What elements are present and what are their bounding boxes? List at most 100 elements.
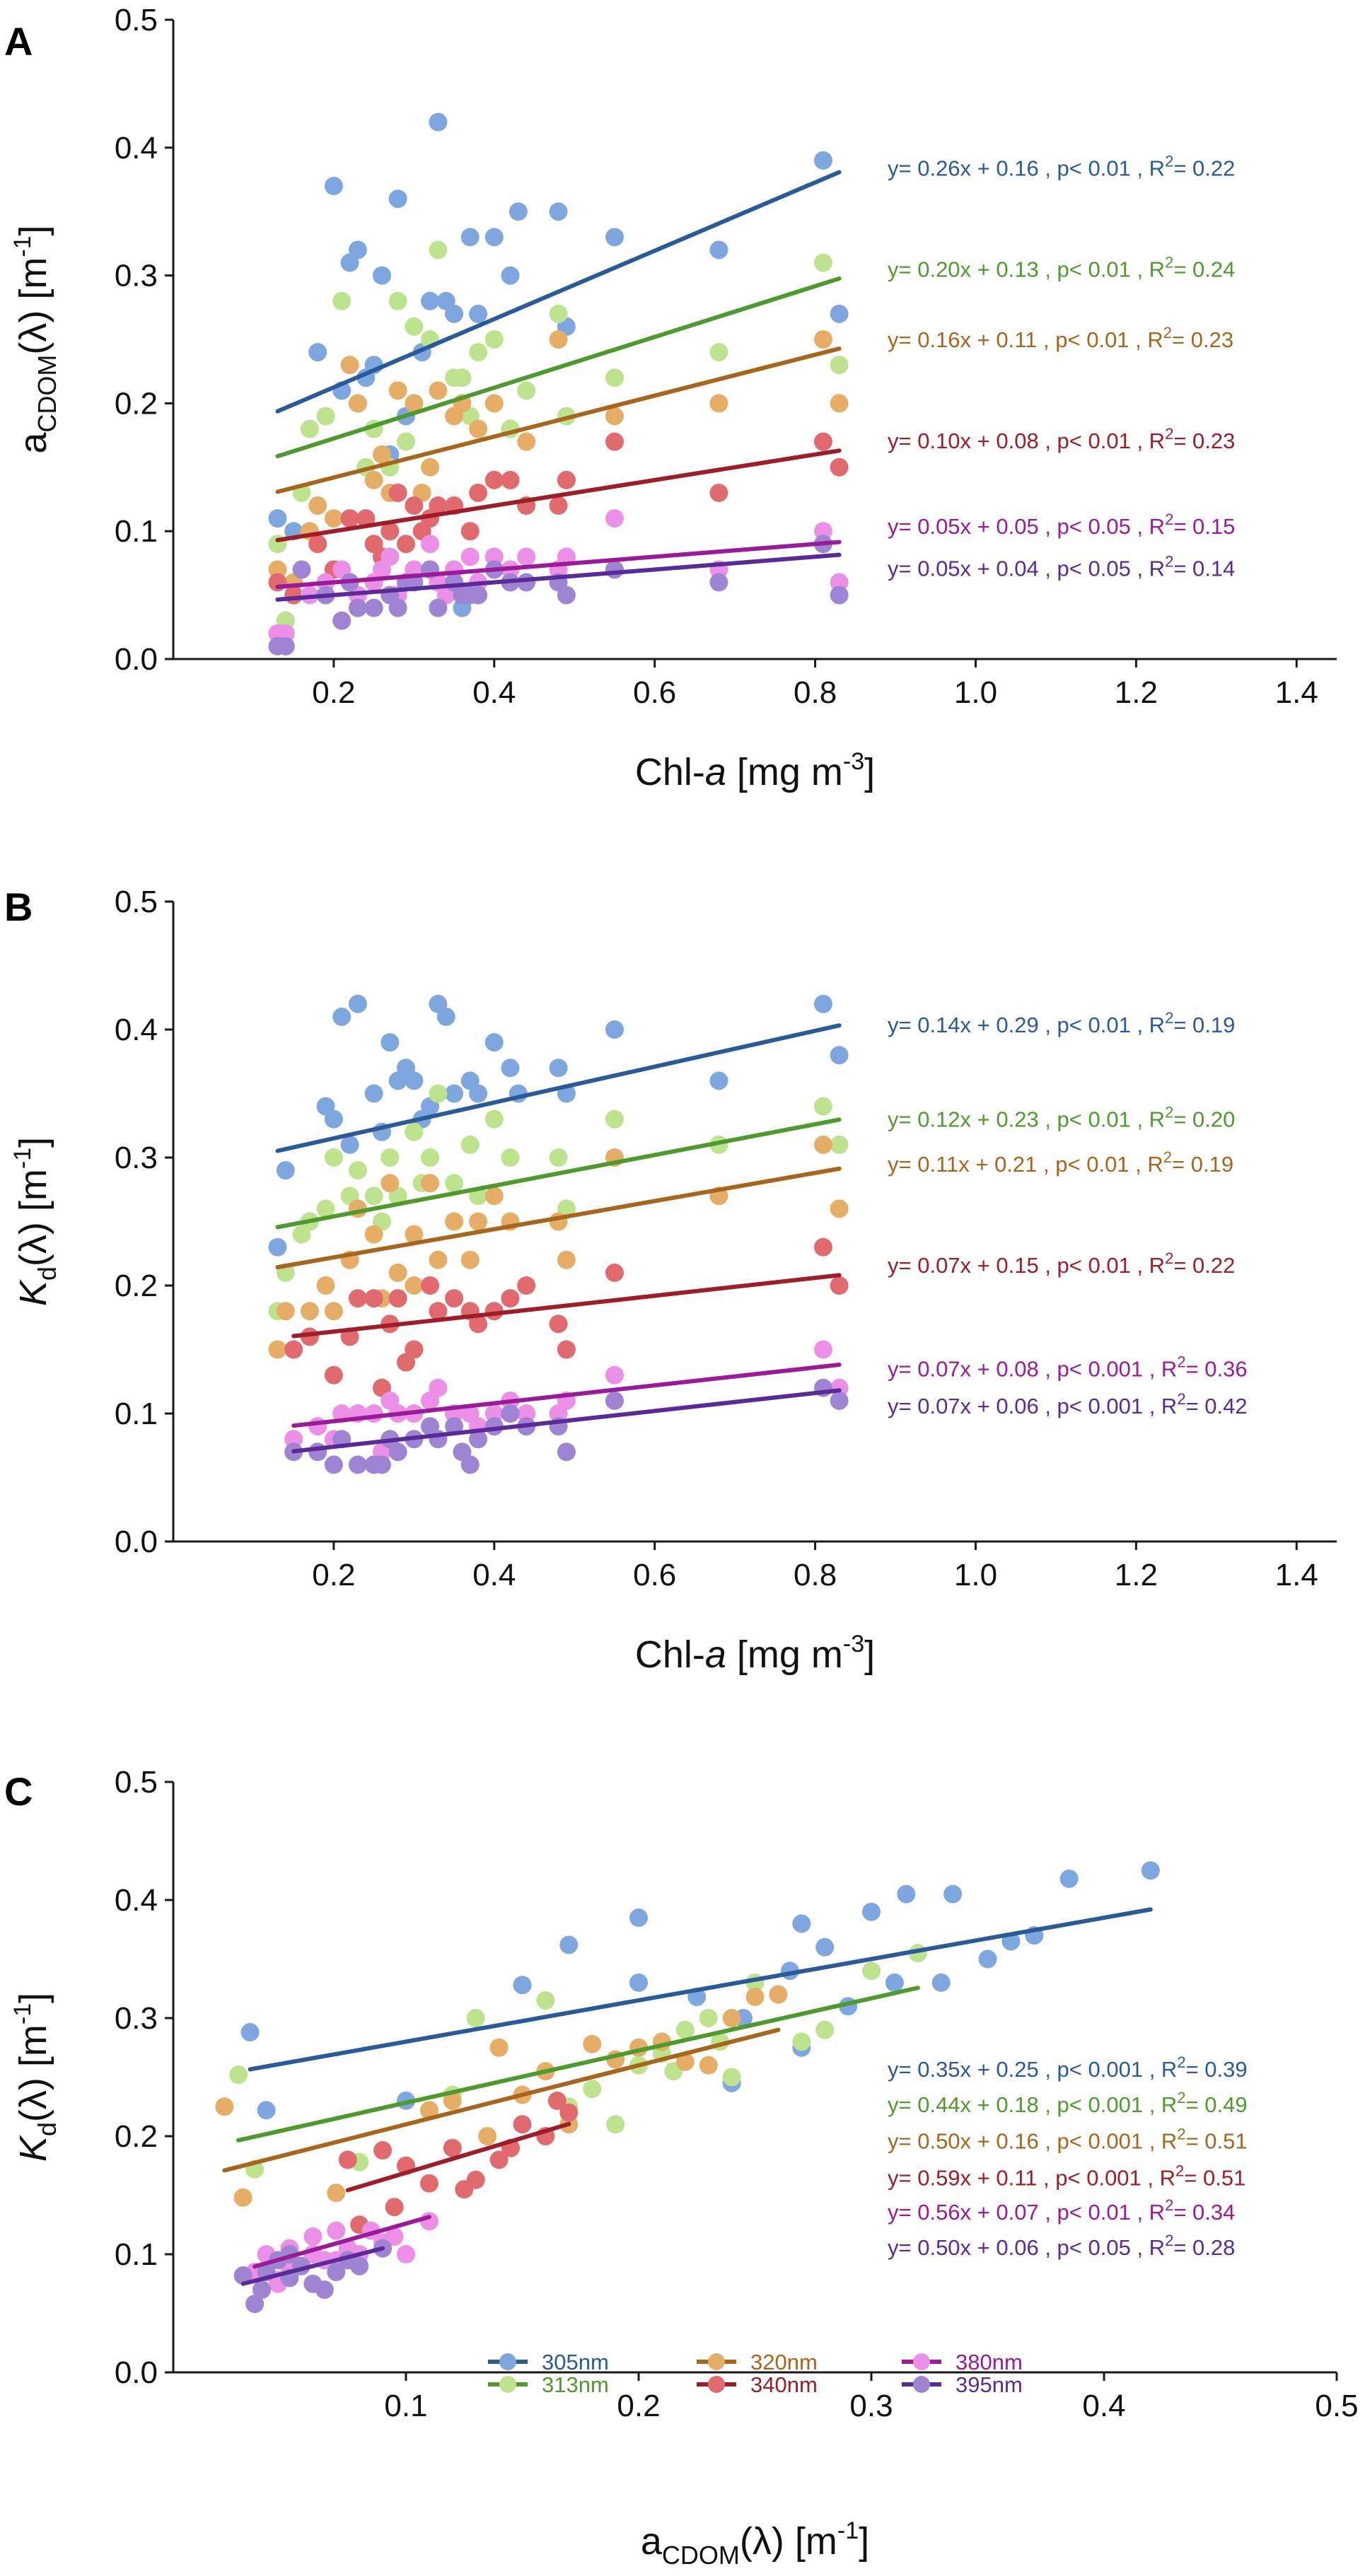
point-305nm xyxy=(421,291,440,310)
point-305nm xyxy=(629,1973,648,1992)
point-395nm xyxy=(350,2256,369,2275)
point-313nm xyxy=(583,2080,602,2099)
point-305nm xyxy=(268,509,287,528)
point-340nm xyxy=(385,2198,404,2217)
fit-line-395nm xyxy=(291,1388,842,1454)
point-395nm xyxy=(469,585,488,605)
point-313nm xyxy=(324,1148,343,1167)
point-395nm xyxy=(557,1443,576,1462)
point-340nm xyxy=(547,2091,567,2110)
point-313nm xyxy=(300,419,319,438)
point-313nm xyxy=(792,2032,811,2051)
point-313nm xyxy=(813,1097,832,1116)
point-320nm xyxy=(460,1250,480,1269)
x-tick-label: 0.2 xyxy=(617,2389,660,2423)
point-305nm xyxy=(460,228,480,247)
point-340nm xyxy=(421,1276,440,1295)
x-tick-label: 1.0 xyxy=(954,675,997,710)
y-tick-label: 0.4 xyxy=(115,1883,158,1918)
y-tick-label: 0.5 xyxy=(115,1765,158,1800)
point-340nm xyxy=(501,470,520,489)
panel-letter: A xyxy=(4,19,33,64)
point-313nm xyxy=(292,1225,311,1244)
point-340nm xyxy=(324,1365,343,1385)
point-305nm xyxy=(276,1161,295,1180)
point-340nm xyxy=(557,1340,576,1359)
point-313nm xyxy=(699,2009,718,2027)
point-395nm xyxy=(388,598,407,617)
point-313nm xyxy=(397,432,415,451)
point-320nm xyxy=(445,1212,464,1231)
regression-equation-380nm: y= 0.07x + 0.08 , p< 0.001 , R2= 0.36 xyxy=(888,1353,1248,1382)
point-380nm xyxy=(517,547,536,566)
fit-line-320nm xyxy=(222,2027,781,2173)
point-395nm xyxy=(453,1443,472,1462)
point-395nm xyxy=(429,598,448,617)
fit-line-320nm xyxy=(275,1166,842,1270)
point-320nm xyxy=(324,509,343,528)
point-320nm xyxy=(419,2101,438,2120)
point-313nm xyxy=(484,330,504,349)
fit-line-340nm xyxy=(275,448,842,542)
point-320nm xyxy=(381,1174,400,1193)
point-305nm xyxy=(388,190,407,209)
point-395nm xyxy=(830,1391,849,1410)
point-340nm xyxy=(445,1289,464,1308)
point-340nm xyxy=(356,509,376,528)
point-340nm xyxy=(381,522,400,541)
point-305nm xyxy=(792,1914,811,1933)
regression-equation-340nm: y= 0.07x + 0.15 , p< 0.01 , R2= 0.22 xyxy=(888,1249,1235,1278)
point-380nm xyxy=(327,2221,346,2240)
panel-letter: B xyxy=(4,885,33,929)
point-395nm xyxy=(388,1443,407,1462)
x-tick-label: 0.6 xyxy=(633,1558,676,1592)
y-tick-label: 0.4 xyxy=(115,131,158,165)
point-340nm xyxy=(559,2103,579,2122)
point-305nm xyxy=(436,1007,455,1026)
point-340nm xyxy=(455,2180,474,2199)
point-320nm xyxy=(469,1212,488,1231)
point-305nm xyxy=(813,151,832,170)
legend-marker-395nm xyxy=(913,2376,930,2393)
point-320nm xyxy=(429,1250,448,1269)
point-395nm xyxy=(557,585,576,605)
x-tick-label: 0.8 xyxy=(794,675,837,710)
point-380nm xyxy=(484,547,504,566)
y-tick-label: 0.2 xyxy=(115,1269,158,1303)
legend-marker-380nm xyxy=(913,2353,930,2370)
fit-line-380nm xyxy=(252,2215,431,2269)
x-tick-label: 0.8 xyxy=(794,1558,837,1592)
point-320nm xyxy=(405,1225,424,1244)
point-313nm xyxy=(605,368,624,387)
point-313nm xyxy=(536,1991,555,2010)
point-305nm xyxy=(830,304,849,323)
point-340nm xyxy=(460,522,480,541)
x-tick-label: 0.1 xyxy=(384,2389,427,2423)
point-305nm xyxy=(429,112,448,132)
point-320nm xyxy=(340,356,359,375)
point-395nm xyxy=(709,573,728,592)
point-395nm xyxy=(315,2280,334,2300)
x-tick-label: 1.4 xyxy=(1275,675,1318,710)
fit-line-340nm xyxy=(345,2121,571,2193)
point-320nm xyxy=(215,2097,234,2116)
y-tick-label: 0.0 xyxy=(115,2355,158,2390)
panel-a: A 0.0 0.1 0.2 0.3 0.4 0.5 0.2 0.4 0.6 0.8 1.0 1.2 1.4… xyxy=(4,3,1337,793)
point-320nm xyxy=(443,2091,462,2110)
point-395nm xyxy=(327,2263,346,2282)
point-320nm xyxy=(769,1985,788,2004)
point-340nm xyxy=(830,1276,849,1295)
point-305nm xyxy=(348,240,367,260)
point-305nm xyxy=(348,994,367,1013)
regression-equation-305nm: y= 0.26x + 0.16 , p< 0.01 , R2= 0.22 xyxy=(888,153,1235,181)
point-395nm xyxy=(469,1430,488,1449)
point-320nm xyxy=(830,394,849,413)
point-340nm xyxy=(501,1289,520,1308)
y-tick-label: 0.2 xyxy=(115,2119,158,2154)
point-313nm xyxy=(405,1122,424,1141)
x-tick-label: 0.4 xyxy=(472,1558,516,1592)
fit-line-313nm xyxy=(236,1986,920,2143)
legend-label-395nm: 395nm xyxy=(956,2372,1023,2397)
panel-c: C 0.0 0.1 0.2 0.3 0.4 0.5 0.1 0.2 0.3 0.4 0.5 aCDOM(… xyxy=(4,1765,1359,2570)
regression-equation-395nm: y= 0.50x + 0.06 , p< 0.05 , R2= 0.28 xyxy=(888,2232,1235,2260)
